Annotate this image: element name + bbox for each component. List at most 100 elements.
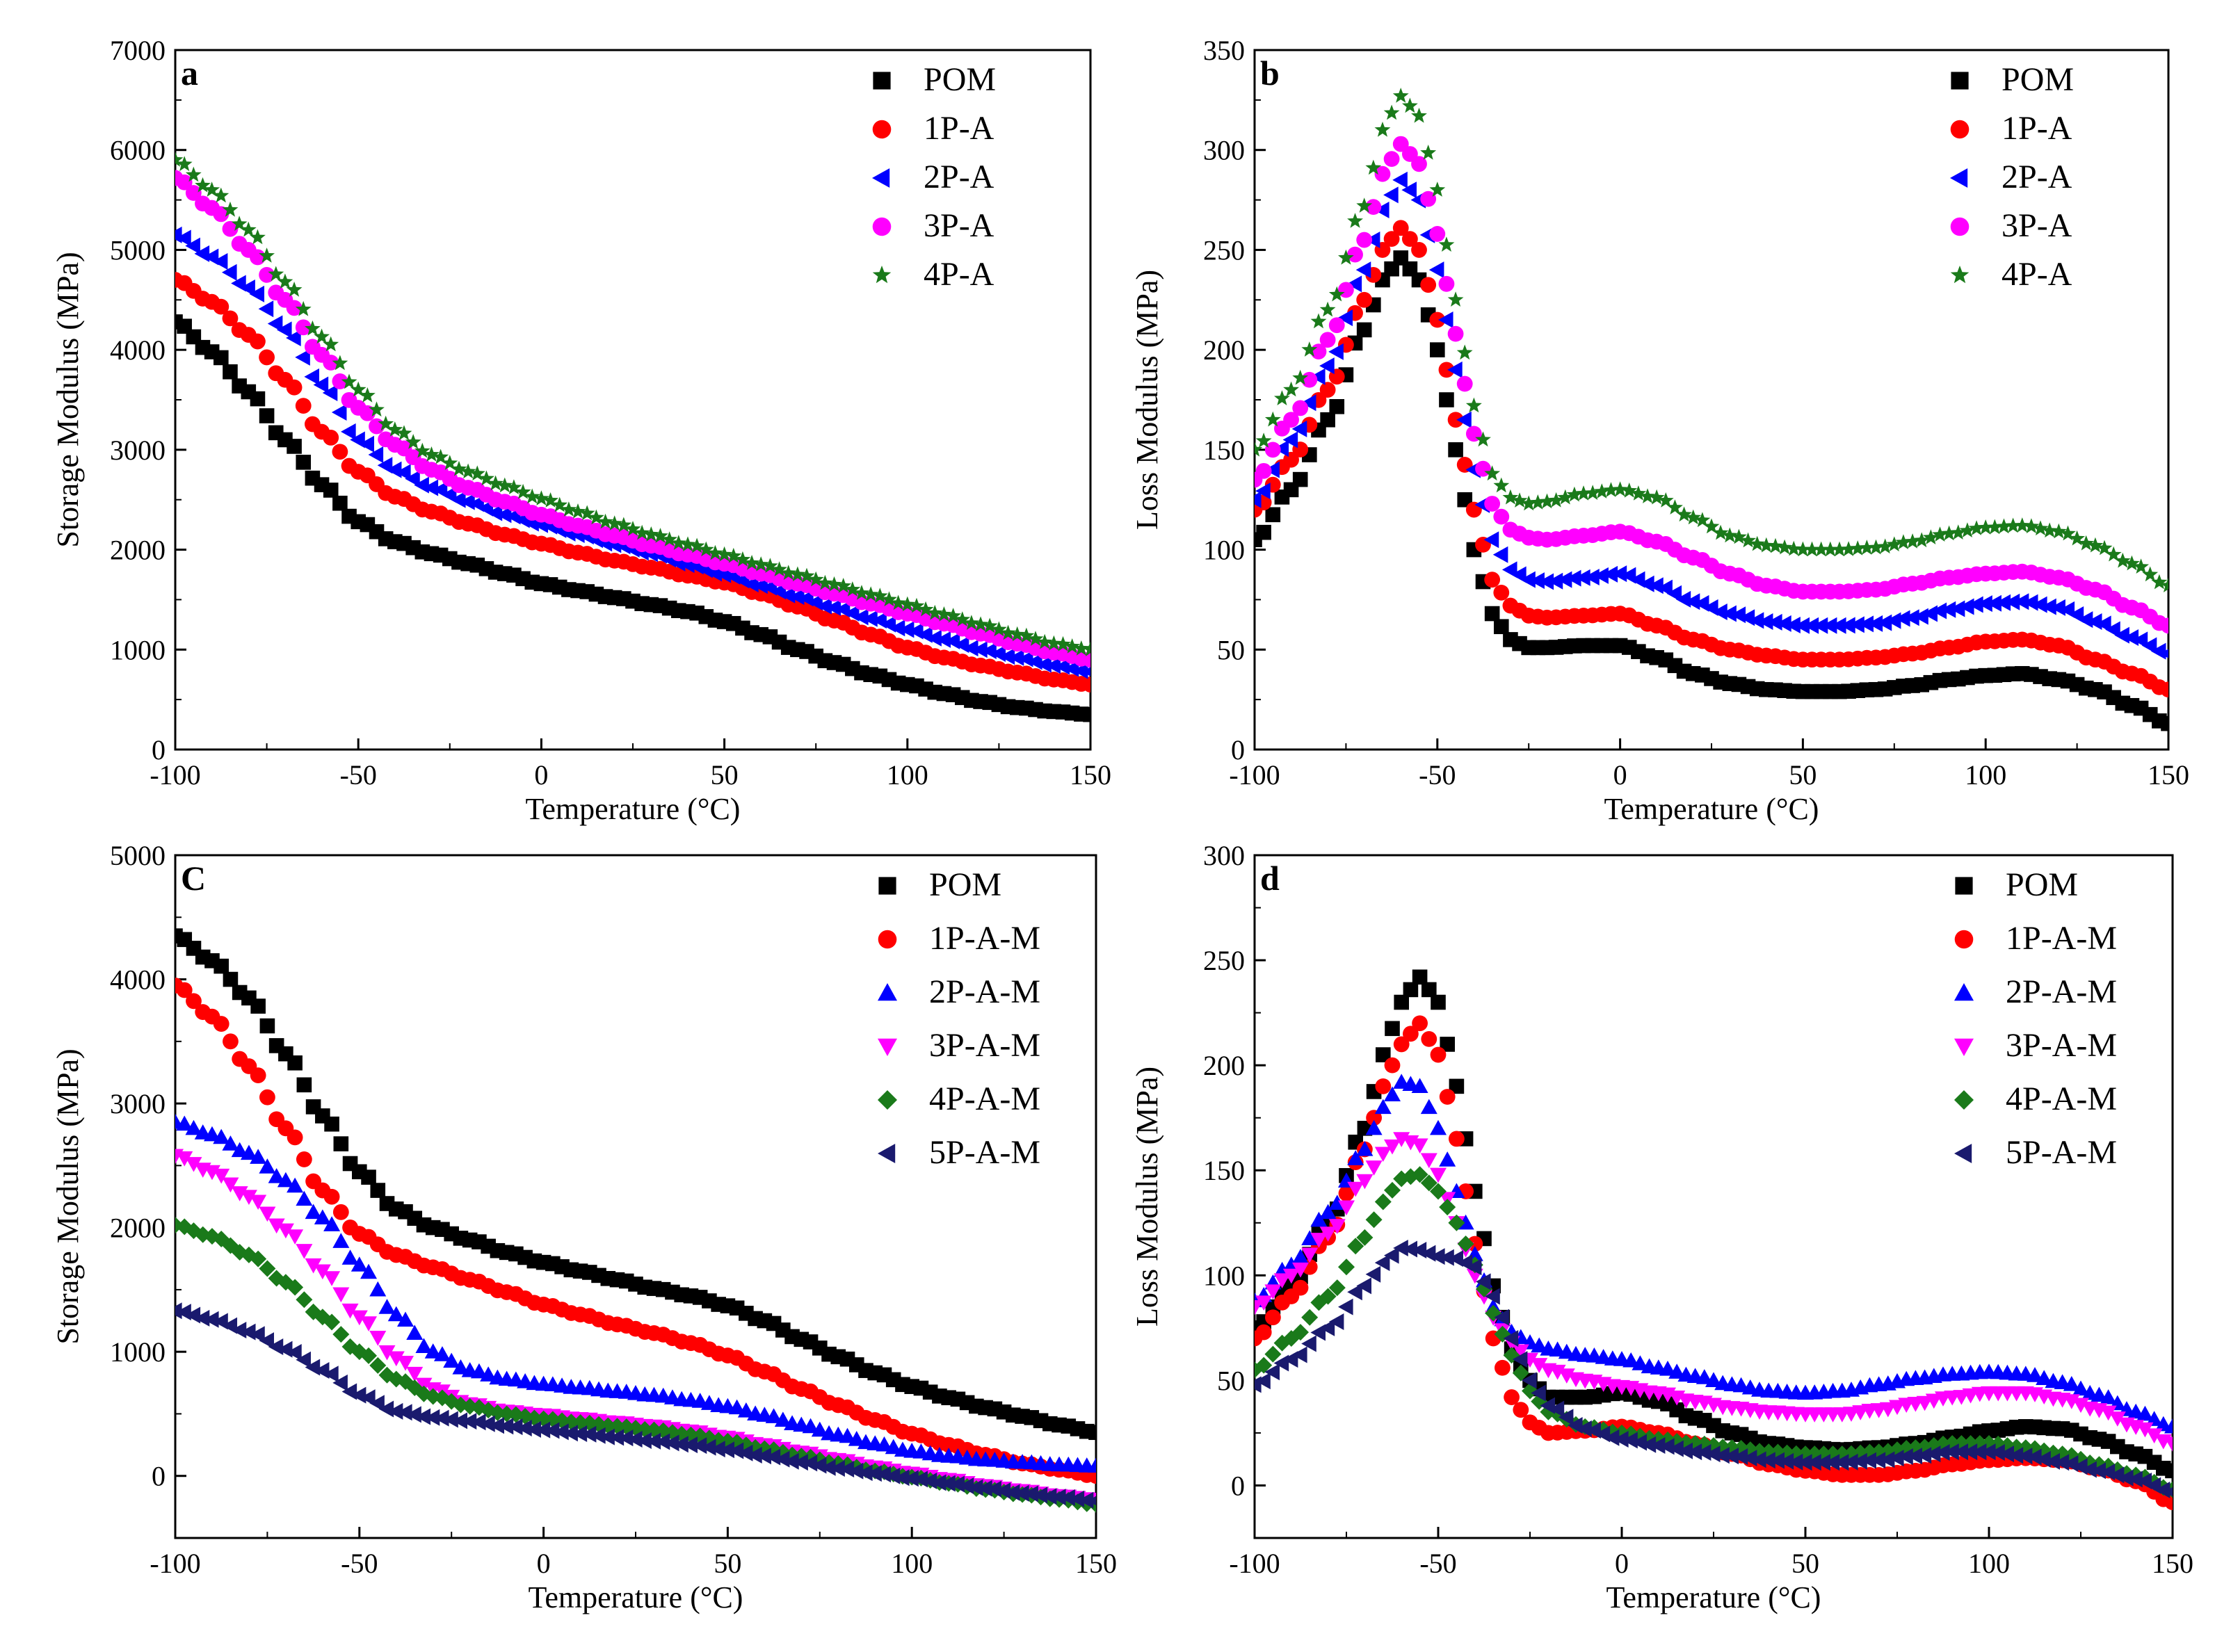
data-point bbox=[2041, 598, 2056, 615]
data-point bbox=[581, 1425, 597, 1443]
data-point bbox=[213, 1016, 229, 1032]
data-point bbox=[469, 465, 485, 481]
data-point bbox=[222, 220, 239, 237]
data-point bbox=[369, 1331, 387, 1346]
y-tick-label: 350 bbox=[1203, 35, 1245, 66]
data-point bbox=[176, 982, 193, 998]
x-tick-label: 50 bbox=[1789, 759, 1817, 791]
data-point bbox=[406, 1406, 421, 1423]
data-point bbox=[1630, 485, 1647, 501]
y-tick-label: 300 bbox=[1203, 135, 1245, 166]
data-point bbox=[249, 285, 265, 302]
data-point bbox=[1430, 1046, 1447, 1063]
data-point bbox=[839, 1427, 856, 1443]
data-point bbox=[1940, 601, 1956, 618]
data-point bbox=[480, 1415, 495, 1432]
data-point bbox=[1319, 332, 1336, 348]
data-point bbox=[1072, 662, 1088, 679]
data-point bbox=[258, 300, 274, 318]
data-point bbox=[2141, 637, 2157, 654]
data-point bbox=[351, 1256, 368, 1272]
data-point bbox=[443, 1352, 460, 1368]
data-point bbox=[917, 601, 934, 617]
data-point bbox=[2127, 1471, 2143, 1488]
data-point bbox=[1522, 1372, 1537, 1389]
data-point bbox=[2160, 577, 2168, 592]
data-point bbox=[1886, 536, 1903, 552]
y-tick-label: 0 bbox=[1231, 1470, 1245, 1501]
legend-label: 5P-A-M bbox=[2006, 1134, 2117, 1171]
data-point bbox=[267, 315, 283, 332]
data-point bbox=[1383, 151, 1400, 168]
data-point bbox=[986, 1480, 1001, 1498]
legend-marker bbox=[878, 877, 896, 895]
data-point bbox=[811, 1421, 828, 1437]
x-tick-label: -50 bbox=[1419, 759, 1456, 791]
data-point bbox=[1512, 1364, 1529, 1382]
data-point bbox=[1840, 541, 1857, 556]
legend-label: POM bbox=[929, 866, 1001, 903]
data-point bbox=[2023, 518, 2040, 534]
data-point bbox=[185, 166, 202, 182]
series-2P-A bbox=[175, 226, 1090, 679]
series-4P-A bbox=[175, 152, 1090, 656]
data-point bbox=[1557, 489, 1574, 505]
data-point bbox=[1000, 624, 1016, 640]
data-point bbox=[231, 1321, 247, 1338]
data-point bbox=[2050, 523, 2067, 539]
data-point bbox=[1797, 1454, 1812, 1471]
data-point bbox=[2161, 715, 2168, 731]
data-point bbox=[1448, 442, 1463, 457]
data-point bbox=[1981, 1443, 1996, 1461]
data-point bbox=[387, 1351, 405, 1367]
legend-label: POM bbox=[924, 61, 996, 98]
data-point bbox=[1757, 613, 1773, 631]
data-point bbox=[1650, 1437, 1666, 1455]
data-point bbox=[259, 1260, 276, 1277]
data-point bbox=[1815, 1454, 1830, 1471]
legend-marker bbox=[1954, 1090, 1974, 1110]
data-point bbox=[1740, 532, 1756, 548]
data-point bbox=[1730, 606, 1746, 624]
data-point bbox=[1968, 520, 1985, 535]
data-point bbox=[1549, 1400, 1565, 1418]
data-point bbox=[908, 597, 925, 613]
data-point bbox=[1520, 571, 1536, 588]
data-point bbox=[250, 391, 266, 407]
data-point bbox=[1512, 1351, 1528, 1368]
data-point bbox=[1547, 572, 1563, 590]
data-point bbox=[1374, 201, 1390, 218]
data-point bbox=[1531, 1337, 1548, 1353]
data-point bbox=[1659, 1361, 1676, 1376]
data-point bbox=[615, 517, 632, 533]
data-point bbox=[2114, 552, 2131, 568]
data-point bbox=[848, 1462, 864, 1480]
data-point bbox=[287, 1279, 304, 1296]
data-point bbox=[333, 1136, 349, 1151]
data-point bbox=[240, 1144, 257, 1160]
data-point bbox=[1403, 1026, 1419, 1042]
data-point bbox=[876, 1436, 893, 1452]
data-point bbox=[1392, 136, 1409, 152]
data-point bbox=[387, 1402, 403, 1420]
x-tick-label: 150 bbox=[1075, 1548, 1117, 1579]
data-point bbox=[295, 319, 312, 336]
data-point bbox=[175, 152, 184, 167]
chart-panel-a: -100 -50 0 50 100 150 0 1000 2000 3000 4000 5000 600… bbox=[51, 35, 1111, 826]
data-point bbox=[2165, 1463, 2173, 1479]
data-point bbox=[1328, 1279, 1346, 1297]
data-point bbox=[2091, 1386, 2108, 1402]
data-point bbox=[544, 1422, 560, 1439]
data-point bbox=[1082, 641, 1090, 656]
legend-marker bbox=[878, 930, 897, 949]
data-point bbox=[287, 1344, 302, 1361]
y-tick-label: 150 bbox=[1203, 1155, 1245, 1186]
data-point bbox=[214, 350, 229, 366]
data-point bbox=[2118, 1469, 2134, 1487]
data-point bbox=[1749, 535, 1766, 551]
data-point bbox=[497, 477, 513, 493]
data-point bbox=[259, 1158, 276, 1174]
data-point bbox=[1347, 246, 1363, 263]
data-point bbox=[1347, 213, 1363, 228]
data-point bbox=[276, 321, 292, 339]
